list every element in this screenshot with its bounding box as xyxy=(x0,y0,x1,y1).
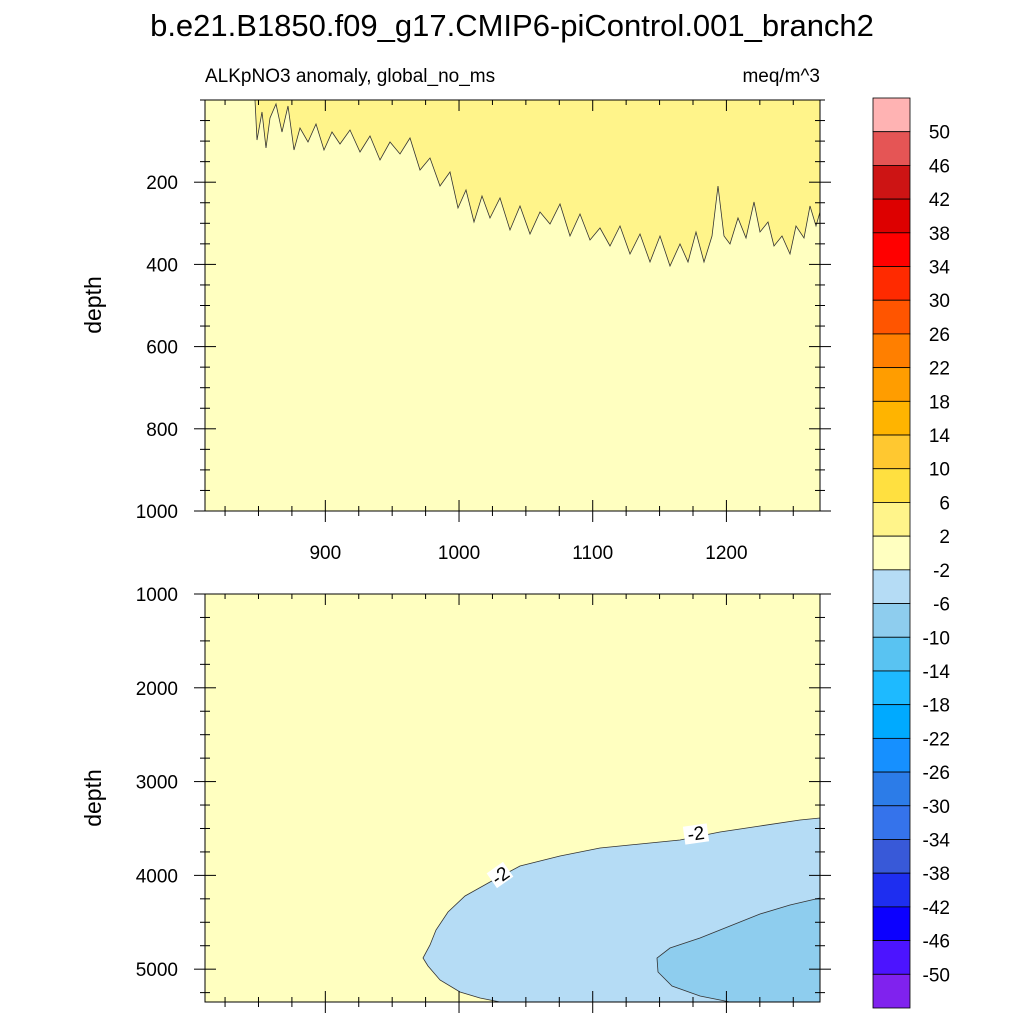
chart-title: b.e21.B1850.f09_g17.CMIP6-piControl.001_… xyxy=(150,8,874,43)
colorbar-label: 34 xyxy=(929,258,951,279)
chart-subtitle-units: meq/m^3 xyxy=(742,66,820,87)
colorbar-label: 30 xyxy=(929,291,950,312)
colorbar-swatch xyxy=(872,198,911,234)
contour-label-box-1 xyxy=(486,861,514,889)
colorbar-swatch xyxy=(872,232,911,267)
lower-panel-frame xyxy=(204,593,821,1003)
colorbar-label: 6 xyxy=(939,493,950,514)
colorbar: 50 46 42 38 34 30 26 22 18 14 10 6 2 -2 -6 -10 -14 -18 -22… xyxy=(872,97,951,1009)
y-tick-label: 600 xyxy=(146,338,178,359)
colorbar-label: -22 xyxy=(923,729,950,750)
colorbar-label: -34 xyxy=(923,830,951,851)
upper-x-axis: 900 1000 1100 1200 xyxy=(224,100,794,564)
colorbar-label: -42 xyxy=(923,898,950,919)
colorbar-label: -30 xyxy=(923,797,950,818)
colorbar-swatch xyxy=(872,266,911,301)
y-tick-label: 4000 xyxy=(136,866,178,887)
x-tick-label: 1000 xyxy=(438,543,480,564)
colorbar-swatch xyxy=(872,97,911,133)
colorbar-label: -26 xyxy=(923,763,950,784)
colorbar-swatch xyxy=(872,670,911,706)
y-tick-label: 400 xyxy=(146,255,178,276)
colorbar-label: 22 xyxy=(929,359,950,380)
colorbar-label: -38 xyxy=(923,864,950,885)
colorbar-swatch xyxy=(872,805,911,840)
contour-label-box-2 xyxy=(682,823,710,845)
colorbar-swatch xyxy=(872,535,911,571)
colorbar-label: -6 xyxy=(933,595,950,616)
colorbar-swatch xyxy=(872,165,911,200)
colorbar-swatch xyxy=(872,434,911,470)
lower-x-axis xyxy=(224,594,794,1013)
colorbar-swatch xyxy=(872,299,911,335)
contour-label-2: -2 xyxy=(686,823,706,846)
colorbar-label: 50 xyxy=(929,123,950,144)
colorbar-label: 38 xyxy=(929,224,950,245)
colorbar-swatch xyxy=(872,333,911,369)
colorbar-label: 26 xyxy=(929,325,950,346)
colorbar-label: 18 xyxy=(929,392,950,413)
colorbar-label: -50 xyxy=(923,965,950,986)
colorbar-swatch xyxy=(872,771,911,807)
colorbar-swatch xyxy=(872,569,911,604)
upper-panel: 200 400 600 800 1000 900 1000 1100 1200 depth xyxy=(80,99,831,564)
y-tick-label: 1000 xyxy=(136,585,178,606)
colorbar-swatch xyxy=(872,940,911,975)
colorbar-swatch xyxy=(872,636,911,672)
colorbar-label: -18 xyxy=(923,696,950,717)
colorbar-swatch xyxy=(872,737,911,773)
upper-y-axis-label: depth xyxy=(80,276,106,334)
y-tick-label: 3000 xyxy=(136,773,178,794)
colorbar-label: 14 xyxy=(929,426,951,447)
colorbar-swatch xyxy=(872,839,911,874)
x-tick-label: 1200 xyxy=(705,543,747,564)
y-tick-label: 5000 xyxy=(136,960,178,981)
colorbar-label: -14 xyxy=(923,662,951,683)
y-tick-label: 800 xyxy=(146,420,178,441)
colorbar-label: 2 xyxy=(939,527,950,548)
colorbar-swatch xyxy=(872,704,911,739)
lower-y-axis-label: depth xyxy=(80,769,106,827)
x-tick-label: 900 xyxy=(309,543,341,564)
chart-subtitle-left: ALKpNO3 anomaly, global_no_ms xyxy=(205,66,495,87)
colorbar-swatch xyxy=(872,973,911,1009)
y-tick-label: 2000 xyxy=(136,679,178,700)
colorbar-swatch xyxy=(872,906,911,941)
colorbar-label: -2 xyxy=(933,561,950,582)
y-tick-label: 200 xyxy=(146,173,178,194)
colorbar-swatch xyxy=(872,603,911,638)
upper-warm-anomaly-region xyxy=(205,99,821,268)
y-tick-label: 1000 xyxy=(136,502,178,523)
colorbar-swatch xyxy=(872,502,911,537)
colorbar-label: -46 xyxy=(923,932,950,953)
colorbar-swatch xyxy=(872,131,911,166)
colorbar-label: -10 xyxy=(923,628,950,649)
colorbar-swatch xyxy=(872,400,911,436)
colorbar-label: 46 xyxy=(929,156,950,177)
colorbar-swatch xyxy=(872,872,911,908)
colorbar-label: 42 xyxy=(929,190,950,211)
x-tick-label: 1100 xyxy=(572,543,613,564)
colorbar-swatch xyxy=(872,468,911,503)
colorbar-label: 10 xyxy=(929,460,950,481)
lower-y-axis: 1000 2000 3000 4000 5000 xyxy=(136,585,831,994)
upper-y-axis: 200 400 600 800 1000 xyxy=(136,99,831,523)
colorbar-swatch xyxy=(872,367,911,402)
